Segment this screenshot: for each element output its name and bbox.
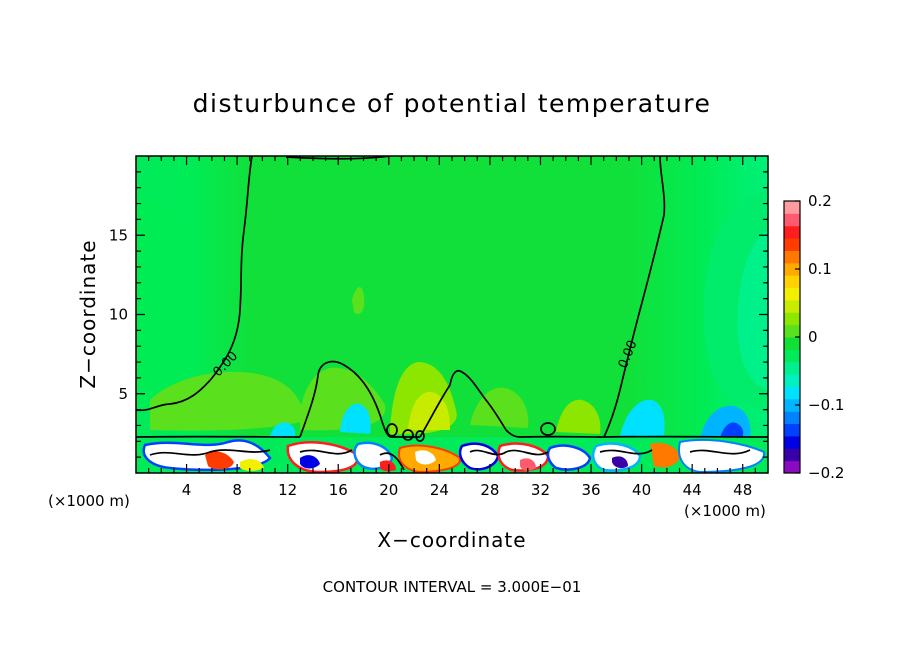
colorbar-segment [784,287,800,301]
colorbar-tick-label: 0 [808,328,818,346]
colorbar-segment [784,435,800,449]
colorbar-segment [784,361,800,375]
tick-marks [136,156,768,473]
warm-region-1 [150,371,306,431]
x-tick-label: 4 [182,481,192,499]
x-unit-left: (×1000 m) [48,492,130,510]
contour-plume-2 [419,369,521,438]
colorbar-segment [784,398,800,412]
contour-lines [136,156,768,471]
colorbar-segment [784,386,800,400]
cool-region-left [136,199,201,415]
colorbar-tick-label: 0.1 [808,260,832,278]
contour-plume-1 [299,360,391,438]
contour-turbulence-6 [379,452,405,471]
x-tick-label: 8 [232,481,242,499]
x-tick-label: 16 [329,481,348,499]
colorbar-segment [784,213,800,227]
colorbar-segment [784,238,800,251]
colorbar-segment [784,374,800,387]
cool-pocket-5 [270,422,296,438]
contour-loop-4 [540,422,556,436]
contour-turbulence-3 [469,449,549,456]
cool-pocket-1 [340,403,371,434]
contour-zero-top [285,156,391,160]
contour-loop-2 [402,429,414,441]
colorbar-tick-label: −0.2 [808,464,844,482]
colorbar-segment [784,225,800,239]
colorbar-segment [784,312,800,326]
colorbar-segment [784,337,800,350]
y-tick-label: 5 [118,385,128,403]
x-tick-label: 32 [531,481,550,499]
x-tick-label: 40 [632,481,651,499]
contour-turbulence-5 [689,449,751,455]
x-tick-label: 36 [581,481,600,499]
warm-region-7 [352,286,365,315]
colorbar-segment [784,275,800,289]
x-tick-label: 28 [480,481,499,499]
colorbar-segment [784,460,800,474]
contour-interval-note: CONTOUR INTERVAL = 3.000E−01 [323,578,582,596]
chart-title: disturbunce of potential temperature [193,89,712,118]
x-tick-label: 48 [733,481,752,499]
cool-pocket-4 [720,422,744,438]
x-axis-label: X−coordinate [377,528,526,552]
contour-turbulence-4 [599,449,653,455]
cool-region-right-core [737,230,768,390]
surface-turbulence [142,438,766,473]
colorbar-segment [784,201,800,214]
colorbar-tick-label: 0.2 [808,192,832,210]
contour-turbulence-2 [299,449,353,455]
contour-loop-1 [386,423,398,437]
x-tick-label: 24 [430,481,449,499]
colorbar-segment [784,448,800,462]
warm-region-6 [556,399,601,434]
y-tick-label: 15 [109,226,128,244]
cool-pocket-2 [620,399,665,436]
x-tick-label: 20 [379,481,398,499]
colorbar-segment [784,349,800,363]
contour-loop-3 [415,430,425,442]
x-tick-label: 44 [683,481,702,499]
heatmap-field: 0.00 0.00 [136,156,768,473]
colorbar-segment [784,250,800,264]
contour-zero-left [136,156,253,412]
contour-turbulence-1 [149,449,271,456]
x-unit-right: (×1000 m) [684,502,766,520]
y-tick-label: 10 [109,306,128,324]
colorbar-segment [784,423,800,437]
colorbar-segment [784,411,800,425]
colorbar-segment [784,299,800,313]
colorbar: 0.2 0.1 0 −0.1 −0.2 [783,192,844,482]
x-tick-label: 12 [278,481,297,499]
colorbar-segment [784,324,800,338]
colorbar-segment [784,262,800,276]
contour-zero-right [603,156,666,438]
y-axis-label: Z−coordinate [76,239,100,388]
colorbar-tick-label: −0.1 [808,396,844,414]
